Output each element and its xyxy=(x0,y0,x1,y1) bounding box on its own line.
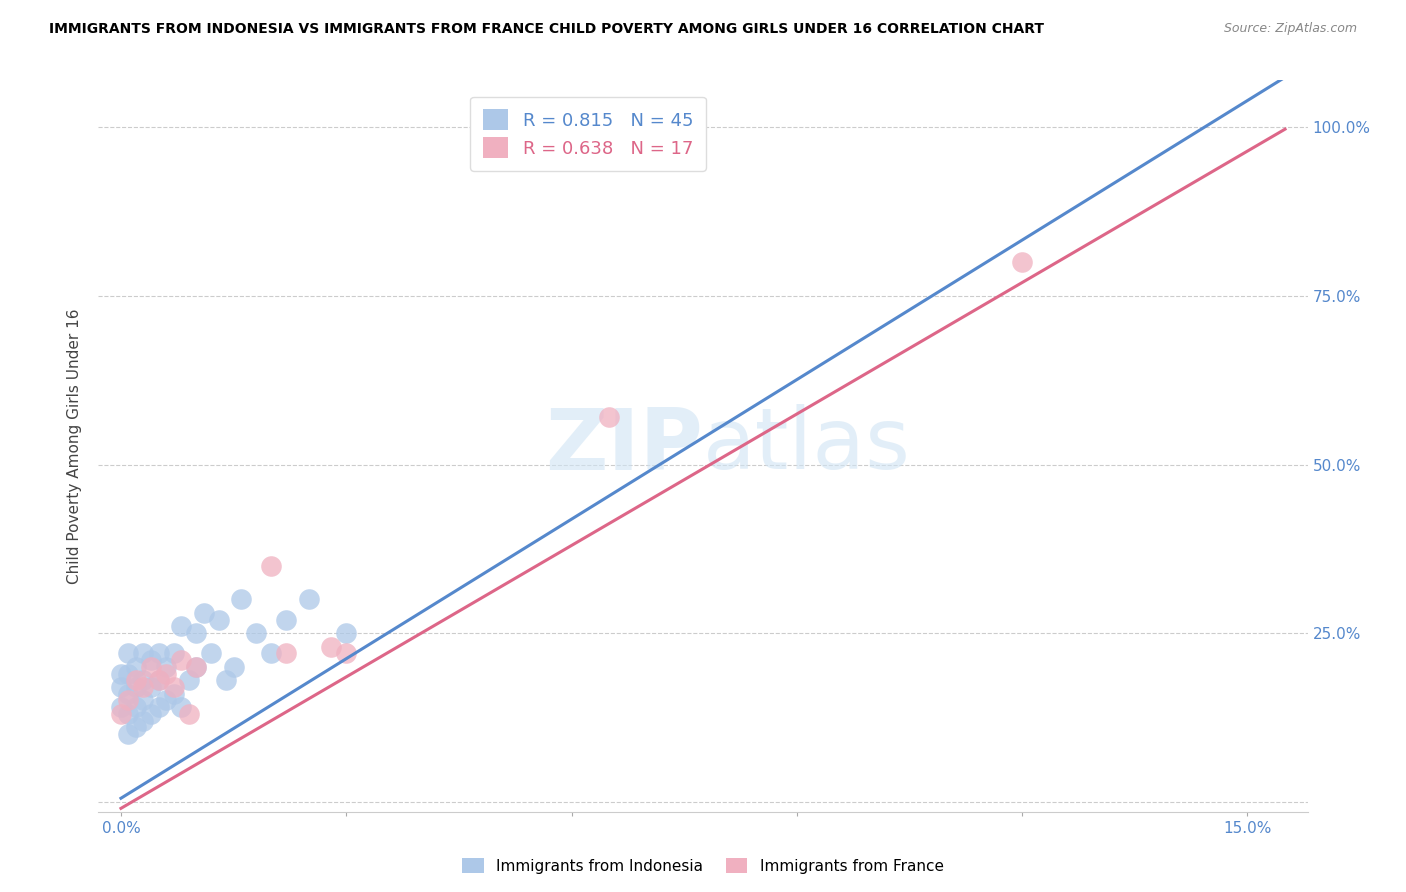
Point xyxy=(335,626,357,640)
Point xyxy=(117,687,139,701)
Point xyxy=(162,687,184,701)
Point xyxy=(139,706,162,721)
Point xyxy=(148,673,170,688)
Point xyxy=(117,706,139,721)
Point xyxy=(132,646,155,660)
Point xyxy=(298,592,321,607)
Point xyxy=(335,646,357,660)
Point xyxy=(260,558,283,573)
Point xyxy=(200,646,222,660)
Point xyxy=(673,141,696,155)
Text: Source: ZipAtlas.com: Source: ZipAtlas.com xyxy=(1223,22,1357,36)
Point xyxy=(125,721,148,735)
Point xyxy=(207,613,229,627)
Point xyxy=(177,706,200,721)
Point xyxy=(132,714,155,728)
Point xyxy=(139,653,162,667)
Point xyxy=(162,646,184,660)
Point xyxy=(117,646,139,660)
Point xyxy=(125,673,148,688)
Point xyxy=(170,700,193,714)
Point xyxy=(170,619,193,633)
Point xyxy=(155,666,177,681)
Point xyxy=(245,626,267,640)
Point xyxy=(184,660,207,674)
Point xyxy=(170,653,193,667)
Legend: R = 0.815   N = 45, R = 0.638   N = 17: R = 0.815 N = 45, R = 0.638 N = 17 xyxy=(470,96,706,171)
Point xyxy=(117,666,139,681)
Point xyxy=(598,410,620,425)
Point xyxy=(215,673,238,688)
Point xyxy=(110,706,132,721)
Point xyxy=(162,680,184,694)
Point xyxy=(1011,255,1033,269)
Point xyxy=(117,693,139,707)
Point xyxy=(184,660,207,674)
Point xyxy=(110,680,132,694)
Point xyxy=(125,700,148,714)
Point xyxy=(132,680,155,694)
Y-axis label: Child Poverty Among Girls Under 16: Child Poverty Among Girls Under 16 xyxy=(67,309,83,583)
Point xyxy=(193,606,215,620)
Point xyxy=(139,660,162,674)
Point xyxy=(132,693,155,707)
Point xyxy=(229,592,252,607)
Point xyxy=(148,700,170,714)
Text: atlas: atlas xyxy=(703,404,911,488)
Point xyxy=(148,673,170,688)
Point xyxy=(184,626,207,640)
Point xyxy=(139,680,162,694)
Point xyxy=(177,673,200,688)
Point xyxy=(321,640,343,654)
Point xyxy=(260,646,283,660)
Point xyxy=(155,660,177,674)
Text: ZIP: ZIP xyxy=(546,404,703,488)
Point xyxy=(636,120,658,135)
Point xyxy=(125,660,148,674)
Point xyxy=(125,680,148,694)
Point xyxy=(155,693,177,707)
Text: IMMIGRANTS FROM INDONESIA VS IMMIGRANTS FROM FRANCE CHILD POVERTY AMONG GIRLS UN: IMMIGRANTS FROM INDONESIA VS IMMIGRANTS … xyxy=(49,22,1045,37)
Point xyxy=(222,660,245,674)
Point xyxy=(132,673,155,688)
Point xyxy=(276,646,298,660)
Point xyxy=(276,613,298,627)
Point xyxy=(598,141,620,155)
Point xyxy=(110,666,132,681)
Point xyxy=(117,727,139,741)
Legend: Immigrants from Indonesia, Immigrants from France: Immigrants from Indonesia, Immigrants fr… xyxy=(457,852,949,880)
Point xyxy=(110,700,132,714)
Point xyxy=(148,646,170,660)
